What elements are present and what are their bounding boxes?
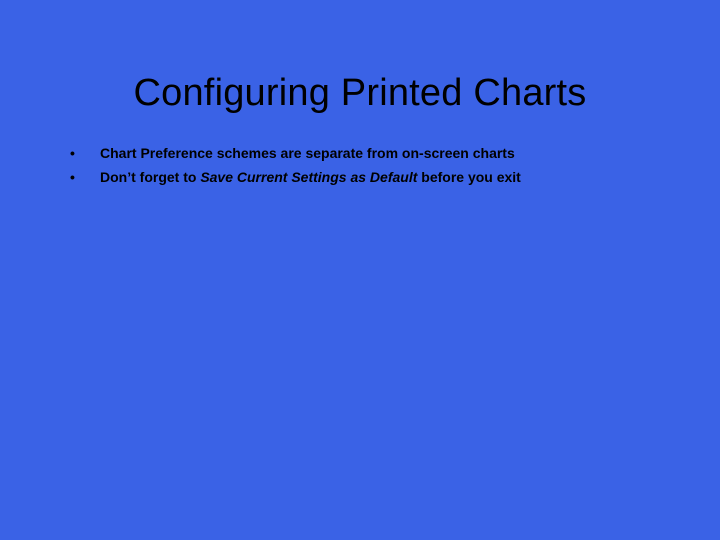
bullet-item: • Don’t forget to Save Current Settings …: [68, 167, 680, 187]
bullet-text-after: before you exit: [417, 169, 520, 185]
slide-title: Configuring Printed Charts: [0, 0, 720, 143]
bullet-marker-icon: •: [68, 143, 100, 163]
bullet-text-italic: Save Current Settings as Default: [200, 169, 417, 185]
bullet-marker-icon: •: [68, 167, 100, 187]
bullet-text-before: Chart Preference schemes are separate fr…: [100, 145, 515, 161]
bullet-text-before: Don’t forget to: [100, 169, 200, 185]
bullet-item: • Chart Preference schemes are separate …: [68, 143, 680, 163]
slide: Configuring Printed Charts • Chart Prefe…: [0, 0, 720, 540]
bullet-text: Don’t forget to Save Current Settings as…: [100, 167, 680, 187]
bullet-list: • Chart Preference schemes are separate …: [0, 143, 720, 188]
bullet-text: Chart Preference schemes are separate fr…: [100, 143, 680, 163]
